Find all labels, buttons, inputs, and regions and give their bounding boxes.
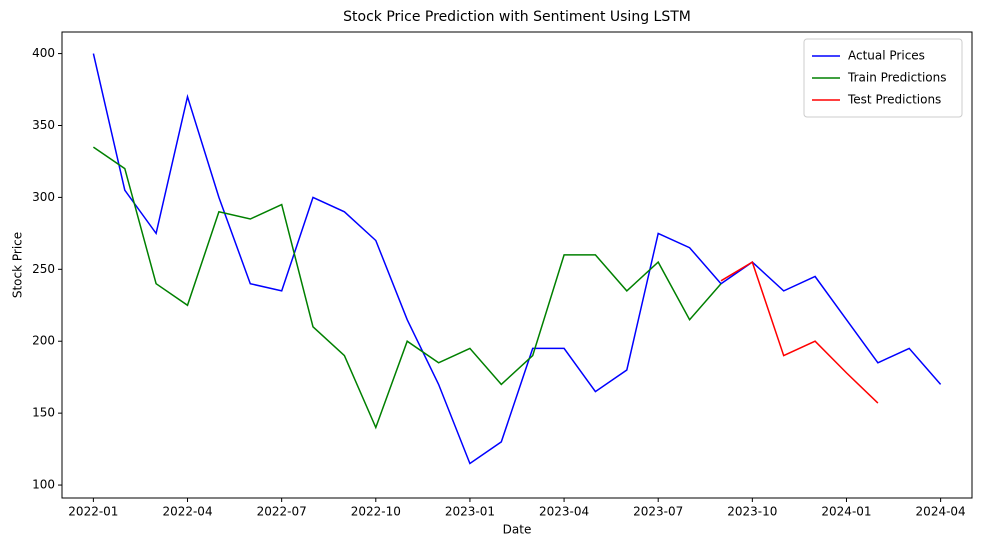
x-tick-label: 2022-10 xyxy=(351,505,401,519)
x-tick-label: 2022-07 xyxy=(257,505,307,519)
series-line xyxy=(92,146,722,430)
y-tick-label: 200 xyxy=(32,334,55,348)
x-tick-label: 2023-07 xyxy=(633,505,683,519)
y-tick-label: 250 xyxy=(32,262,55,276)
legend-label: Test Predictions xyxy=(847,93,941,107)
y-tick-label: 400 xyxy=(32,46,55,60)
y-tick-label: 300 xyxy=(32,190,55,204)
legend: Actual Prices Train Predictions Test Predi… xyxy=(803,38,963,118)
y-tick-label: 350 xyxy=(32,118,55,132)
legend-label: Train Predictions xyxy=(847,71,946,85)
legend-box xyxy=(803,38,963,118)
x-tick-label: 2024-04 xyxy=(916,505,966,519)
y-axis-label: Stock Price xyxy=(11,232,25,298)
x-tick-label: 2022-01 xyxy=(68,505,118,519)
chart-title: Stock Price Prediction with Sentiment Us… xyxy=(343,9,691,25)
x-tick-label: 2023-10 xyxy=(727,505,777,519)
x-tick-label: 2022-04 xyxy=(162,505,212,519)
x-axis-label: Date xyxy=(503,523,532,537)
x-tick-label: 2024-01 xyxy=(821,505,871,519)
x-tick-label: 2023-01 xyxy=(445,505,495,519)
y-tick-label: 100 xyxy=(32,478,55,492)
x-tick-label: 2023-04 xyxy=(539,505,589,519)
plot-frame xyxy=(61,31,973,499)
y-tick-label: 150 xyxy=(32,406,55,420)
series-line xyxy=(720,260,879,404)
series-line xyxy=(92,53,942,465)
legend-label: Actual Prices xyxy=(848,49,925,63)
